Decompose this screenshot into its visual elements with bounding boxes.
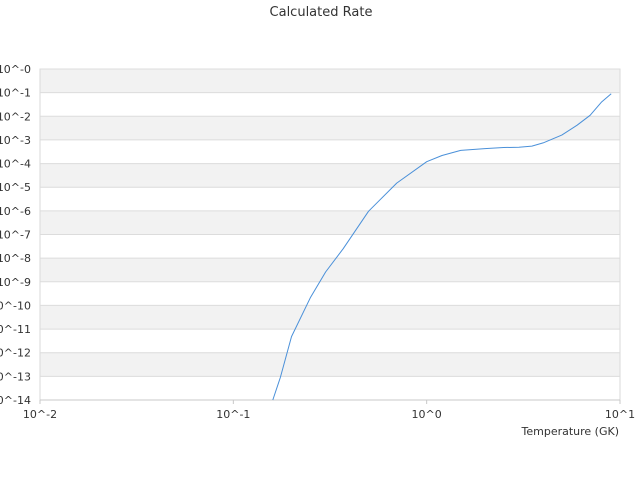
y-tick-label: 10^-5 [0,181,31,194]
plot-band [40,210,620,235]
x-tick-label: 10^-1 [216,408,250,421]
x-tick-label: 10^-2 [23,408,57,421]
series-group [272,93,612,401]
y-tick-label: 10^-2 [0,110,31,123]
plot-band [40,187,620,211]
plot-band [40,329,620,353]
plot-band [40,234,620,259]
y-tick-label: 10^-9 [0,276,31,289]
x-axis-title: Temperature (GK) [521,425,620,438]
y-tick-label: 10^-3 [0,134,31,147]
y-tick-label: 10^-0 [0,63,31,76]
y-tick-label: 10^-6 [0,205,31,218]
plot-band [40,139,620,164]
plot-band [40,281,620,306]
plot-band [40,376,620,400]
y-tick-label: 10^-11 [0,323,31,336]
y-tick-label: 10^-1 [0,87,31,100]
y-tick-label: 10^-13 [0,370,31,383]
plot-bands [39,68,621,401]
plot-band [40,258,620,282]
plot-band [40,69,620,93]
y-axis: 10^-0 10^-1 10^-2 10^-3 10^-4 10^-5 10^-6 10^-7… [0,63,31,407]
plot-band [40,305,620,330]
y-tick-label: 10^-10 [0,299,31,312]
x-tick-label: 10^1 [605,408,635,421]
y-tick-label: 10^-14 [0,394,31,407]
x-axis: 10^-2 10^-1 10^0 10^1 [23,399,635,421]
plot-band [40,116,620,140]
plot-band [40,163,620,188]
x-tick-label: 10^0 [412,408,442,421]
chart-title: Calculated Rate [270,5,373,20]
y-tick-label: 10^-8 [0,252,31,265]
y-tick-label: 10^-7 [0,229,31,242]
y-tick-label: 10^-12 [0,347,31,360]
plot-band [40,352,620,377]
series-line [272,93,612,401]
y-tick-label: 10^-4 [0,158,31,171]
plot-band [40,92,620,117]
